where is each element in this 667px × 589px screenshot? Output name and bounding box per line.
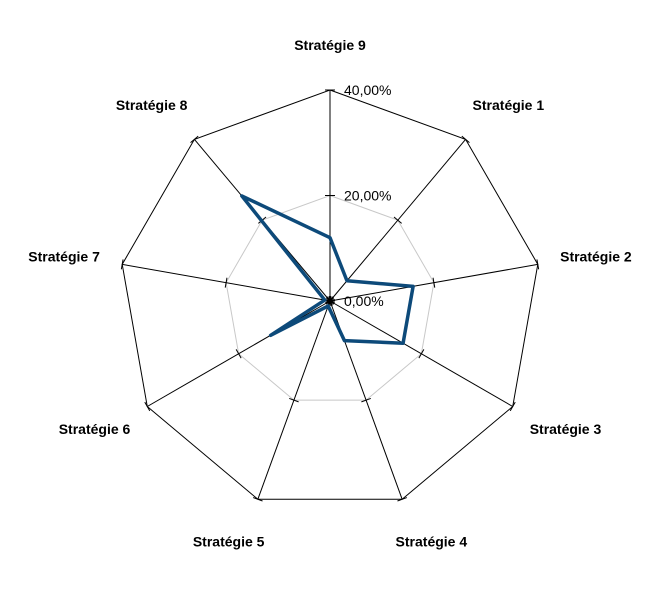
tick-mark <box>224 277 228 288</box>
outer-ring <box>121 89 539 500</box>
tick-mark <box>361 397 371 403</box>
category-label: Stratégie 3 <box>530 421 602 437</box>
category-label: Stratégie 4 <box>396 534 468 550</box>
category-label: Stratégie 9 <box>294 37 366 53</box>
category-label: Stratégie 1 <box>473 97 545 113</box>
series-line-1 <box>240 194 415 345</box>
radar-grid <box>121 89 539 500</box>
tick-mark <box>418 349 425 359</box>
tick-mark <box>397 497 408 502</box>
grid-ring <box>225 194 435 401</box>
tick-label: 40,00% <box>344 82 391 98</box>
tick-mark <box>252 497 263 502</box>
tick-mark <box>144 401 151 412</box>
category-label: Stratégie 5 <box>193 534 265 550</box>
category-labels: Stratégie 9 Stratégie 1 Stratégie 2 Stratég… <box>28 37 632 550</box>
category-label: Stratégie 8 <box>116 97 188 113</box>
category-label: Stratégie 2 <box>560 249 632 265</box>
tick-mark <box>289 397 299 403</box>
tick-mark <box>432 277 436 288</box>
tick-mark <box>536 259 540 270</box>
series-layer <box>240 194 415 345</box>
tick-mark <box>393 216 402 224</box>
radial-axis: 0,00% 20,00% 40,00% <box>120 82 540 502</box>
tick-mark <box>509 401 516 412</box>
tick-mark <box>120 259 124 270</box>
tick-label: 20,00% <box>344 188 391 204</box>
tick-mark <box>325 297 335 305</box>
tick-mark <box>190 135 199 143</box>
category-label: Stratégie 6 <box>59 421 131 437</box>
category-label: Stratégie 7 <box>28 249 100 265</box>
tick-mark <box>461 135 470 143</box>
tick-label: 0,00% <box>344 293 384 309</box>
tick-mark <box>235 349 242 359</box>
